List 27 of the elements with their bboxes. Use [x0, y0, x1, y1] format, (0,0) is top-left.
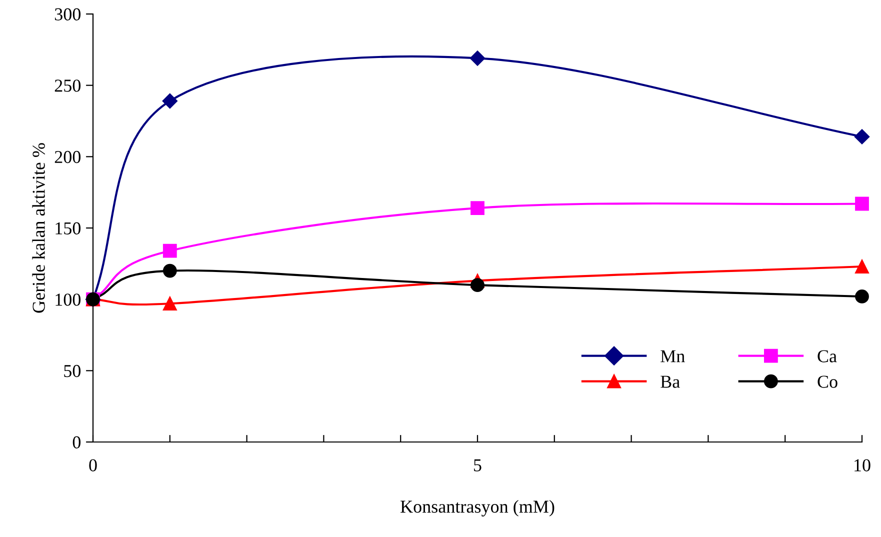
point — [470, 201, 484, 215]
legend-label: Co — [818, 376, 838, 388]
point — [470, 278, 484, 292]
point — [854, 129, 870, 144]
point — [855, 260, 869, 274]
point — [162, 244, 177, 258]
y-axis-title: Geride kalan aktivite % — [32, 143, 45, 313]
x-tick-label: 0 — [89, 459, 97, 472]
legend-label: Mn — [660, 350, 685, 362]
y-tick-label: 150 — [56, 222, 81, 234]
point — [855, 196, 869, 211]
point — [162, 296, 177, 311]
x-tick-label: 5 — [474, 459, 482, 472]
y-tick-label: 0 — [72, 436, 81, 448]
y-tick-label: 100 — [56, 294, 81, 306]
y-tick-label: 250 — [54, 80, 81, 92]
point — [855, 290, 869, 304]
y-tick-label: 50 — [64, 364, 81, 378]
y-tick-label: 300 — [54, 8, 81, 20]
legend-label: Ba — [660, 376, 680, 388]
y-tick-label: 200 — [54, 150, 81, 164]
x-axis-title: Konsantrasyon (mM) — [400, 500, 554, 516]
x-tick-label: 10 — [854, 459, 870, 472]
point — [470, 50, 486, 66]
point — [162, 264, 177, 278]
point — [162, 93, 178, 109]
legend-label: Ca — [818, 350, 837, 362]
